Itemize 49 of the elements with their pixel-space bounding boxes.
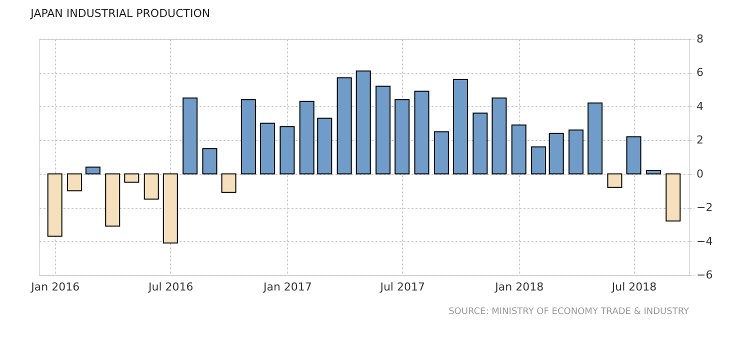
x-tick-label: Jul 2018 <box>610 280 657 294</box>
bar <box>240 99 256 174</box>
bar <box>531 146 546 174</box>
bar <box>607 173 622 188</box>
bar <box>376 86 391 174</box>
bar <box>548 132 564 174</box>
bar <box>588 102 603 174</box>
bar <box>260 122 276 174</box>
bar <box>336 77 352 174</box>
bar <box>394 99 410 174</box>
y-tick-label: 4 <box>696 100 704 113</box>
bar <box>492 98 507 174</box>
bar <box>182 98 198 174</box>
bar <box>162 173 178 244</box>
chart-title: JAPAN INDUSTRIAL PRODUCTION <box>30 7 210 20</box>
y-tick-label: 6 <box>696 66 704 80</box>
bar <box>317 118 332 174</box>
bar <box>202 148 218 174</box>
bar <box>124 173 140 183</box>
bar <box>511 124 526 174</box>
bar <box>472 112 488 174</box>
bar <box>434 131 449 174</box>
bar <box>280 126 295 174</box>
y-tick-label: 0 <box>696 167 704 180</box>
bar <box>85 166 100 174</box>
bar <box>67 173 82 192</box>
bar <box>144 173 159 200</box>
y-tick-label: 2 <box>696 134 704 147</box>
y-tick-label: −2 <box>696 201 713 214</box>
x-tick-label: Jul 2017 <box>379 280 425 294</box>
bar <box>356 70 371 174</box>
bar <box>105 173 120 227</box>
x-tick-label: Jan 2017 <box>262 280 312 294</box>
source-note: SOURCE: MINISTRY OF ECONOMY TRADE & INDUSTRY <box>448 307 690 317</box>
bar <box>666 173 681 222</box>
bar <box>47 173 62 237</box>
bar <box>568 130 584 174</box>
x-tick-label: Jul 2016 <box>148 280 194 294</box>
bar <box>221 173 236 193</box>
bar <box>626 136 642 174</box>
x-tick-label: Jan 2016 <box>30 280 80 294</box>
y-tick-label: −6 <box>696 268 713 282</box>
y-tick-label: 8 <box>696 32 704 46</box>
bar <box>452 78 468 174</box>
y-tick-label: −4 <box>696 234 713 248</box>
bar <box>299 100 314 174</box>
bar <box>414 90 430 174</box>
x-tick-label: Jan 2018 <box>494 280 544 294</box>
bar <box>646 170 661 174</box>
